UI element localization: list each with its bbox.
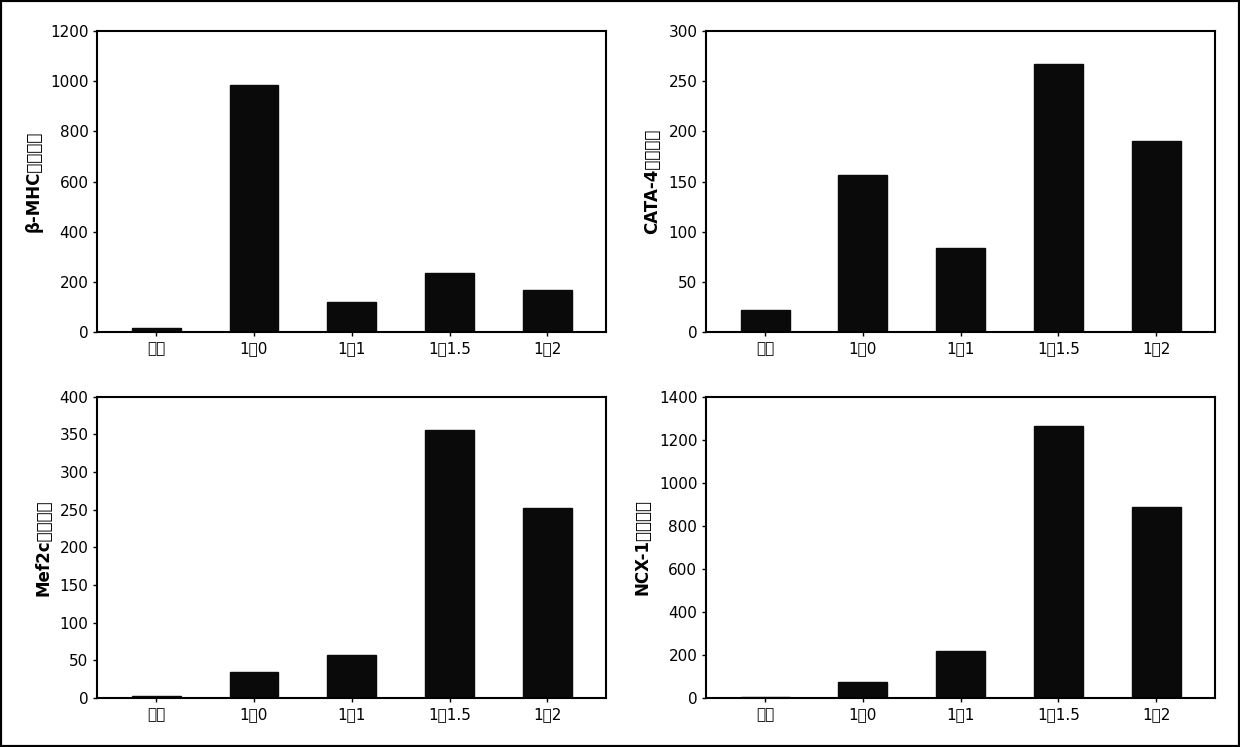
Y-axis label: NCX-1表达水平: NCX-1表达水平	[634, 500, 652, 595]
Bar	[1132, 141, 1180, 332]
Bar	[425, 430, 474, 698]
Bar	[838, 175, 888, 332]
Bar	[425, 273, 474, 332]
Bar	[523, 507, 572, 698]
Bar	[327, 302, 376, 332]
Bar	[1034, 64, 1083, 332]
Bar	[229, 85, 279, 332]
Bar	[740, 310, 790, 332]
Y-axis label: Mef2c表达水平: Mef2c表达水平	[35, 499, 52, 595]
Bar	[131, 695, 181, 698]
Bar	[1132, 506, 1180, 698]
Y-axis label: CATA-4表达水平: CATA-4表达水平	[644, 129, 661, 235]
Bar	[936, 248, 985, 332]
Bar	[229, 672, 279, 698]
Bar	[838, 682, 888, 698]
Bar	[131, 329, 181, 332]
Bar	[936, 651, 985, 698]
Bar	[740, 697, 790, 698]
Bar	[1034, 426, 1083, 698]
Bar	[327, 655, 376, 698]
Y-axis label: β-MHC表达水平: β-MHC表达水平	[25, 131, 43, 232]
Bar	[523, 290, 572, 332]
